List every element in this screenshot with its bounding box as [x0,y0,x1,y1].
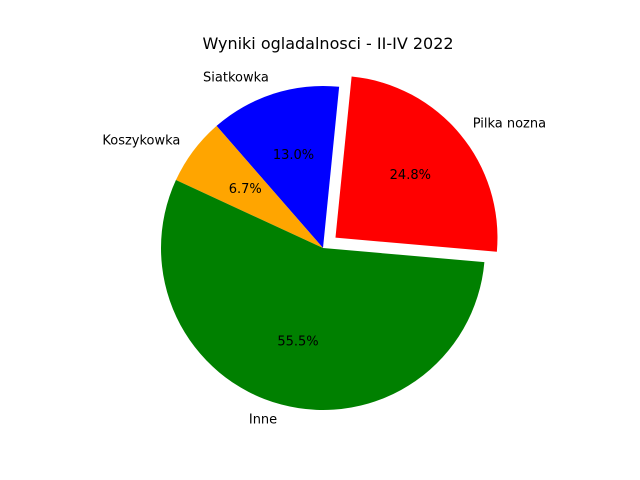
slice-label-inne: Inne [249,413,277,428]
slice-label-pilka-nozna: Pilka nozna [473,116,546,131]
slice-pct-siatkowka: 13.0% [273,148,314,163]
slice-inne [161,180,485,410]
slice-label-koszykowka: Koszykowka [102,134,180,149]
pie-labels: Pilka nozna 24.8% Siatkowka 13.0% Koszykowka… [102,71,546,428]
slice-pct-koszykowka: 6.7% [229,182,262,197]
slice-koszykowka [175,125,323,248]
slice-pct-inne: 55.5% [277,334,318,349]
slice-pct-pilka-nozna: 24.8% [390,168,431,183]
chart-title: Wyniki ogladalnosci - II-IV 2022 [202,34,453,53]
slice-pilka-nozna [335,76,498,252]
slice-label-siatkowka: Siatkowka [203,71,269,86]
slice-siatkowka [216,86,340,249]
pie-slices [161,76,498,410]
